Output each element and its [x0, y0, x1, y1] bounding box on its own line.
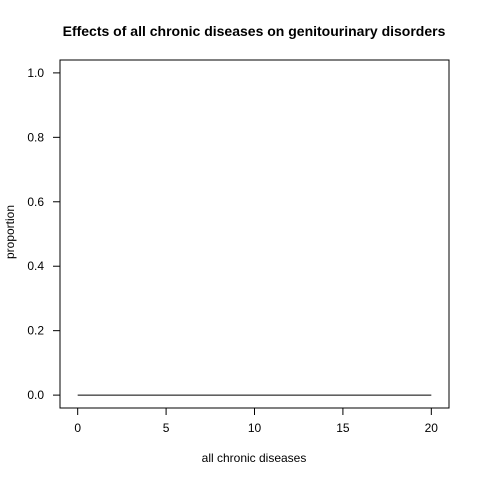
y-tick-label: 0.6 [27, 195, 44, 209]
y-axis: 0.0 0.2 0.4 0.6 0.8 1.0 [27, 66, 61, 402]
x-tick-label: 5 [163, 421, 170, 435]
x-tick-label: 0 [74, 421, 81, 435]
x-axis-label: all chronic diseases [202, 451, 307, 465]
x-tick-label: 10 [248, 421, 262, 435]
y-tick-label: 0.0 [27, 388, 44, 402]
y-tick-label: 1.0 [27, 66, 44, 80]
y-tick-label: 0.2 [27, 324, 44, 338]
plot-frame [59, 59, 450, 409]
y-tick-label: 0.8 [27, 130, 44, 144]
x-tick-label: 15 [336, 421, 350, 435]
y-axis-label: proportion [3, 205, 17, 259]
y-tick-label: 0.4 [27, 259, 44, 273]
x-tick-label: 20 [425, 421, 439, 435]
x-axis: 0 5 10 15 20 [74, 407, 439, 435]
chart-title: Effects of all chronic diseases on genit… [63, 23, 446, 39]
